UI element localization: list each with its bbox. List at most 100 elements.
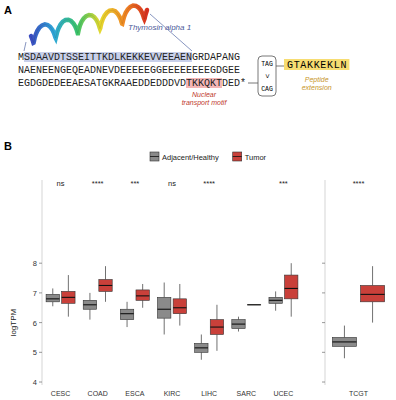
whisker-low <box>238 329 239 332</box>
protein-label: Thymosin alpha 1 <box>128 23 191 32</box>
whisker-high <box>201 334 202 343</box>
y-tick <box>322 263 325 264</box>
legend-swatch-median <box>150 156 159 157</box>
whisker-low <box>372 302 373 323</box>
x-tick-label: UCEC <box>274 390 294 397</box>
sequence-line: MSDAAVDTSSEITTKDLKEKKEVVEEAENGRDAPANG <box>18 52 240 63</box>
median <box>361 294 385 295</box>
connector <box>248 83 258 84</box>
panel-label: A <box>4 4 12 16</box>
box <box>269 297 282 303</box>
box <box>210 320 223 335</box>
box <box>232 320 245 329</box>
legend-label: Adjacent/Healthy <box>162 153 219 162</box>
mutation-box <box>258 56 276 96</box>
whisker-high <box>238 317 239 320</box>
significance: ns <box>168 179 176 188</box>
y-axis-line <box>42 180 43 385</box>
whisker-low <box>105 291 106 301</box>
median <box>232 324 245 325</box>
box <box>83 300 96 309</box>
arrow-symbol: > <box>263 74 272 79</box>
y-tick-label: 5 <box>33 348 37 357</box>
connector <box>276 66 284 67</box>
x-tick-label: COAD <box>88 390 108 397</box>
whisker-high <box>89 293 90 300</box>
label-line: Peptide <box>305 76 329 84</box>
box-plot: 45678logTPMCESCnsCOAD****ESCA***KIRCnsLI… <box>9 179 298 397</box>
codon: CAG <box>261 86 273 93</box>
label-line: Nuclear <box>192 91 217 98</box>
box <box>285 275 298 299</box>
extension-sequence: GTAKKEKLN <box>287 60 346 71</box>
legend-swatch <box>150 152 159 161</box>
median <box>285 288 298 289</box>
motif-label: Nucleartransport motif <box>182 91 228 107</box>
whisker-low <box>201 352 202 359</box>
box-plot: TCGT**** <box>322 179 385 397</box>
significance: ns <box>57 179 65 188</box>
y-tick <box>39 322 42 323</box>
whisker-low <box>179 314 180 326</box>
whisker-high <box>179 284 180 299</box>
whisker-low <box>291 299 292 317</box>
median <box>99 285 112 286</box>
box <box>195 343 208 352</box>
box <box>158 297 171 318</box>
y-tick <box>322 352 325 353</box>
whisker-low <box>68 303 69 316</box>
median <box>247 304 260 305</box>
whisker-low <box>142 300 143 307</box>
median <box>195 347 208 348</box>
legend-swatch-median <box>233 156 242 157</box>
y-tick-label: 8 <box>33 259 37 268</box>
y-axis-line <box>325 180 326 385</box>
y-tick <box>39 382 42 383</box>
y-tick <box>322 322 325 323</box>
codon: TAG <box>261 61 273 68</box>
median <box>210 327 223 328</box>
significance: **** <box>92 179 104 188</box>
sequence-line: EGDGDEDEEAESATGKRAAEDDEDDDVDTKKQKTDED* <box>18 78 246 89</box>
whisker-high <box>344 326 345 338</box>
x-tick-label: ESCA <box>125 390 144 397</box>
label-line: extension <box>302 84 332 91</box>
whisker-low <box>52 302 53 306</box>
median <box>46 298 59 299</box>
median <box>173 307 186 308</box>
whisker-high <box>142 284 143 290</box>
whisker-high <box>291 263 292 275</box>
legend-label: Tumor <box>245 153 267 162</box>
whisker-low <box>275 303 276 310</box>
figure: A B Thymosin alpha 1 MSDAAVDTSSEITTKDLKEKKE… <box>0 0 396 400</box>
connector <box>150 14 192 51</box>
box <box>173 299 186 314</box>
box <box>46 294 59 301</box>
panel-label: B <box>4 140 12 152</box>
y-tick <box>39 352 42 353</box>
box <box>247 304 260 305</box>
significance: **** <box>353 179 365 188</box>
median <box>158 309 171 310</box>
whisker-low <box>89 309 90 319</box>
box <box>99 280 112 292</box>
whisker-high <box>372 266 373 285</box>
x-tick-label: CESC <box>51 390 70 397</box>
whisker-low <box>216 334 217 350</box>
median <box>136 295 149 296</box>
whisker-high <box>105 266 106 279</box>
x-tick-label: LIHC <box>201 390 217 397</box>
whisker-high <box>52 288 53 294</box>
label-line: transport motif <box>182 99 228 107</box>
legend-swatch <box>233 152 242 161</box>
box <box>120 309 133 319</box>
x-tick-label: KIRC <box>164 390 181 397</box>
y-axis-title: logTPM <box>9 308 18 336</box>
whisker-high <box>216 305 217 320</box>
whisker-high <box>127 302 128 309</box>
y-tick <box>39 292 42 293</box>
significance: *** <box>130 179 139 188</box>
whisker-high <box>164 283 165 298</box>
y-tick <box>322 292 325 293</box>
y-tick <box>39 263 42 264</box>
